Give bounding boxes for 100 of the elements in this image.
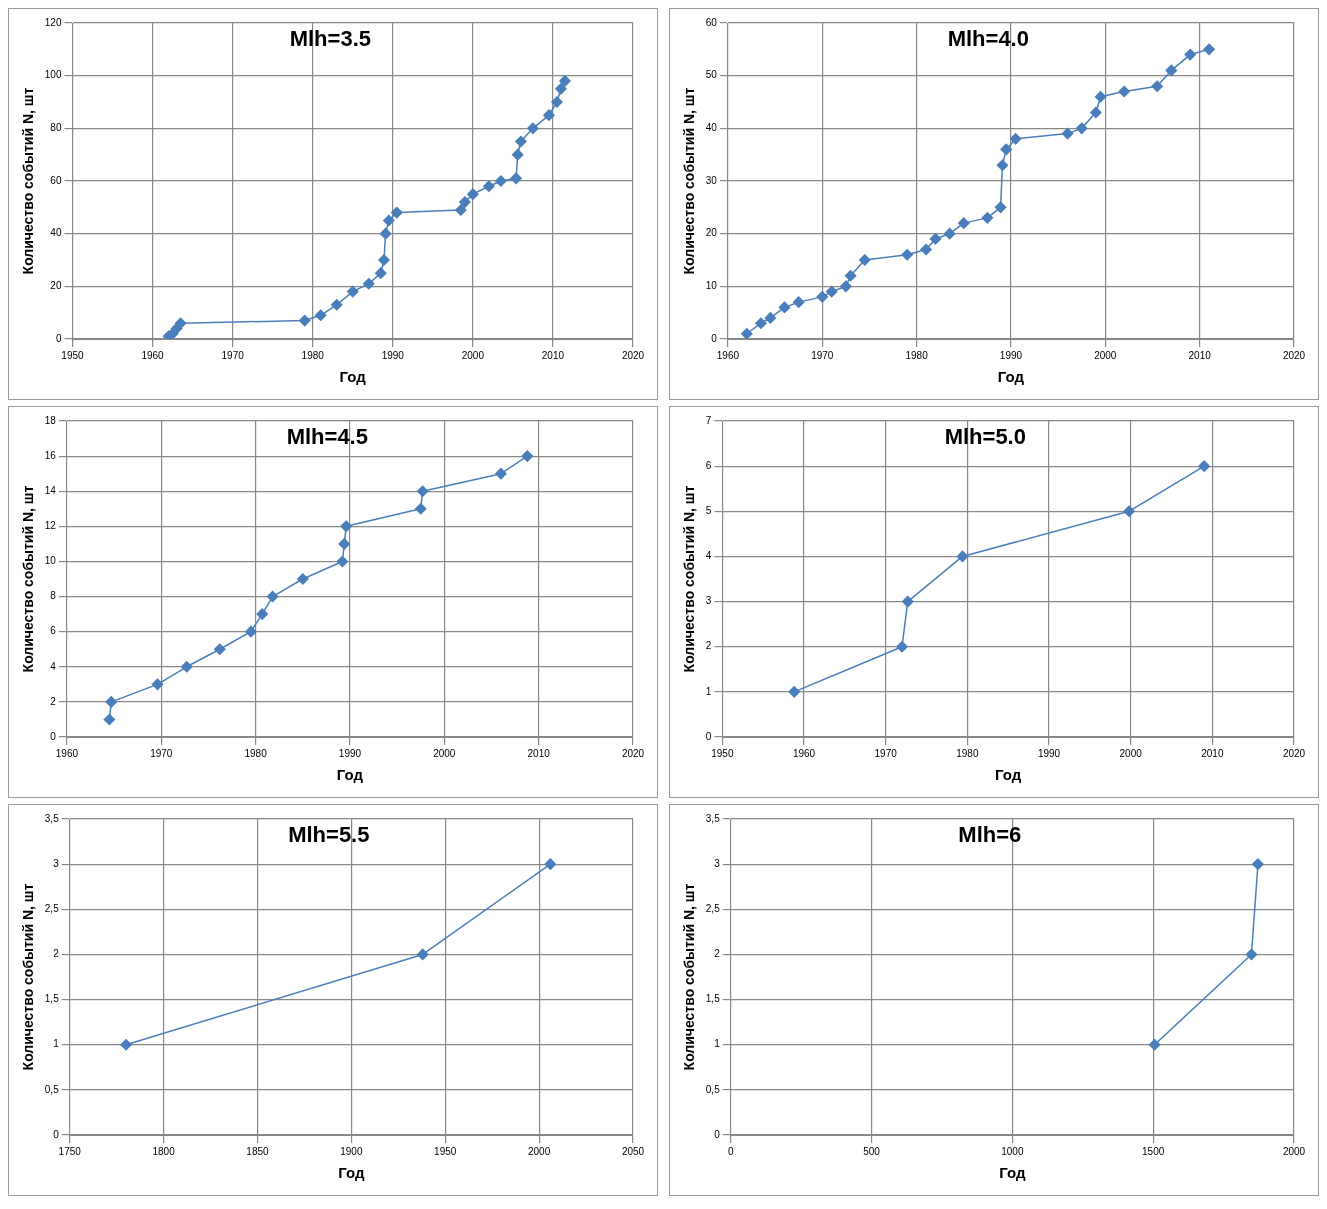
y-tick-label: 1 (53, 1038, 60, 1050)
x-tick-label: 2020 (1282, 349, 1306, 361)
x-tick-label: 2000 (1094, 349, 1117, 361)
x-tick-label: 1000 (1001, 1145, 1024, 1157)
y-tick-label: 80 (50, 122, 62, 134)
x-tick-label: 1980 (956, 747, 979, 759)
x-tick-label: 500 (863, 1145, 881, 1157)
y-tick-label: 3 (53, 857, 60, 869)
y-tick-label: 1,5 (705, 993, 721, 1005)
y-tick-label: 40 (705, 122, 718, 134)
y-tick-label: 18 (44, 414, 57, 426)
x-tick-label: 1900 (340, 1145, 363, 1157)
x-tick-label: 1980 (301, 349, 325, 361)
x-tick-label: 1960 (55, 747, 79, 759)
y-tick-label: 0,5 (44, 1083, 60, 1095)
x-tick-label: 2010 (1201, 747, 1224, 759)
y-tick-label: 0 (50, 730, 57, 742)
y-tick-label: 6 (705, 459, 712, 471)
x-tick-label: 1500 (1142, 1145, 1165, 1157)
y-tick-label: 60 (705, 16, 718, 28)
y-tick-label: 7 (705, 414, 712, 426)
y-tick-label: 0 (705, 730, 712, 742)
x-tick-label: 1980 (905, 349, 929, 361)
y-tick-label: 0 (711, 332, 718, 344)
x-tick-label: 2000 (1282, 1145, 1306, 1157)
y-tick-label: 120 (44, 16, 62, 28)
y-tick-label: 4 (705, 550, 712, 562)
y-tick-label: 100 (44, 69, 62, 81)
y-axis-title: Количество событий N, шт (681, 883, 698, 1071)
x-tick-label: 1950 (434, 1145, 457, 1157)
x-tick-label: 1850 (246, 1145, 270, 1157)
x-tick-label: 2000 (433, 747, 456, 759)
y-axis-title: Количество событий N, шт (681, 485, 698, 673)
y-tick-label: 2 (705, 640, 712, 652)
y-tick-label: 2 (714, 948, 721, 960)
x-axis-title: Год (336, 766, 364, 784)
y-tick-label: 0 (55, 332, 62, 344)
x-tick-label: 2000 (1119, 747, 1143, 759)
y-tick-label: 3 (705, 595, 712, 607)
x-tick-label: 2010 (541, 349, 565, 361)
x-tick-label: 1960 (141, 349, 165, 361)
chart-title: Mlh=5.5 (288, 822, 370, 848)
y-tick-label: 30 (705, 174, 718, 186)
y-tick-label: 14 (44, 484, 57, 496)
x-tick-label: 1990 (1037, 747, 1061, 759)
x-tick-label: 2050 (621, 1145, 645, 1157)
x-tick-label: 2010 (1188, 349, 1212, 361)
y-tick-label: 2,5 (44, 903, 60, 915)
chart-title: Mlh=3.5 (289, 26, 371, 52)
y-axis-title: Количество событий N, шт (20, 87, 37, 275)
x-axis-title: Год (997, 368, 1025, 386)
y-tick-label: 4 (50, 660, 57, 672)
y-tick-label: 40 (50, 227, 62, 239)
x-tick-label: 1970 (874, 747, 898, 759)
x-tick-label: 1990 (999, 349, 1023, 361)
x-tick-label: 2000 (461, 349, 485, 361)
y-tick-label: 12 (44, 520, 57, 532)
y-tick-label: 0,5 (705, 1083, 721, 1095)
x-tick-label: 2020 (621, 747, 645, 759)
y-tick-label: 2 (50, 695, 57, 707)
y-tick-label: 1 (714, 1038, 721, 1050)
x-tick-label: 1800 (152, 1145, 176, 1157)
y-axis-title: Количество событий N, шт (20, 883, 37, 1071)
x-tick-label: 2010 (527, 747, 551, 759)
y-tick-label: 8 (50, 590, 57, 602)
y-tick-label: 5 (705, 505, 712, 517)
x-tick-label: 1970 (150, 747, 173, 759)
x-axis-title: Год (338, 1164, 365, 1182)
x-tick-label: 2000 (527, 1145, 551, 1157)
y-tick-label: 50 (705, 69, 718, 81)
chart-title: Mlh=5.0 (944, 424, 1026, 450)
y-tick-label: 1 (705, 685, 712, 697)
y-tick-label: 10 (705, 280, 718, 292)
y-tick-label: 3,5 (44, 812, 60, 824)
y-tick-label: 2,5 (705, 903, 721, 915)
y-tick-label: 10 (44, 555, 57, 567)
y-tick-label: 20 (50, 280, 62, 292)
x-tick-label: 1980 (244, 747, 268, 759)
x-tick-label: 1960 (792, 747, 816, 759)
y-tick-label: 60 (50, 174, 62, 186)
x-axis-title: Год (339, 368, 367, 386)
x-tick-label: 2020 (621, 349, 645, 361)
y-tick-label: 3,5 (705, 812, 721, 824)
y-tick-label: 20 (705, 227, 718, 239)
x-tick-label: 1990 (338, 747, 362, 759)
y-axis-title: Количество событий N, шт (681, 87, 698, 275)
y-tick-label: 1,5 (44, 993, 60, 1005)
y-axis-title: Количество событий N, шт (20, 485, 37, 673)
y-tick-label: 6 (50, 625, 57, 637)
x-tick-label: 1990 (381, 349, 405, 361)
x-axis-title: Год (995, 766, 1022, 784)
y-tick-label: 0 (714, 1128, 721, 1140)
x-tick-label: 1970 (811, 349, 834, 361)
chart-title: Mlh=4.0 (947, 26, 1029, 52)
x-tick-label: 1950 (61, 349, 85, 361)
x-tick-label: 0 (727, 1145, 734, 1157)
x-axis-title: Год (999, 1164, 1026, 1182)
y-tick-label: 16 (44, 449, 57, 461)
x-tick-label: 1950 (711, 747, 734, 759)
x-tick-label: 2020 (1282, 747, 1306, 759)
